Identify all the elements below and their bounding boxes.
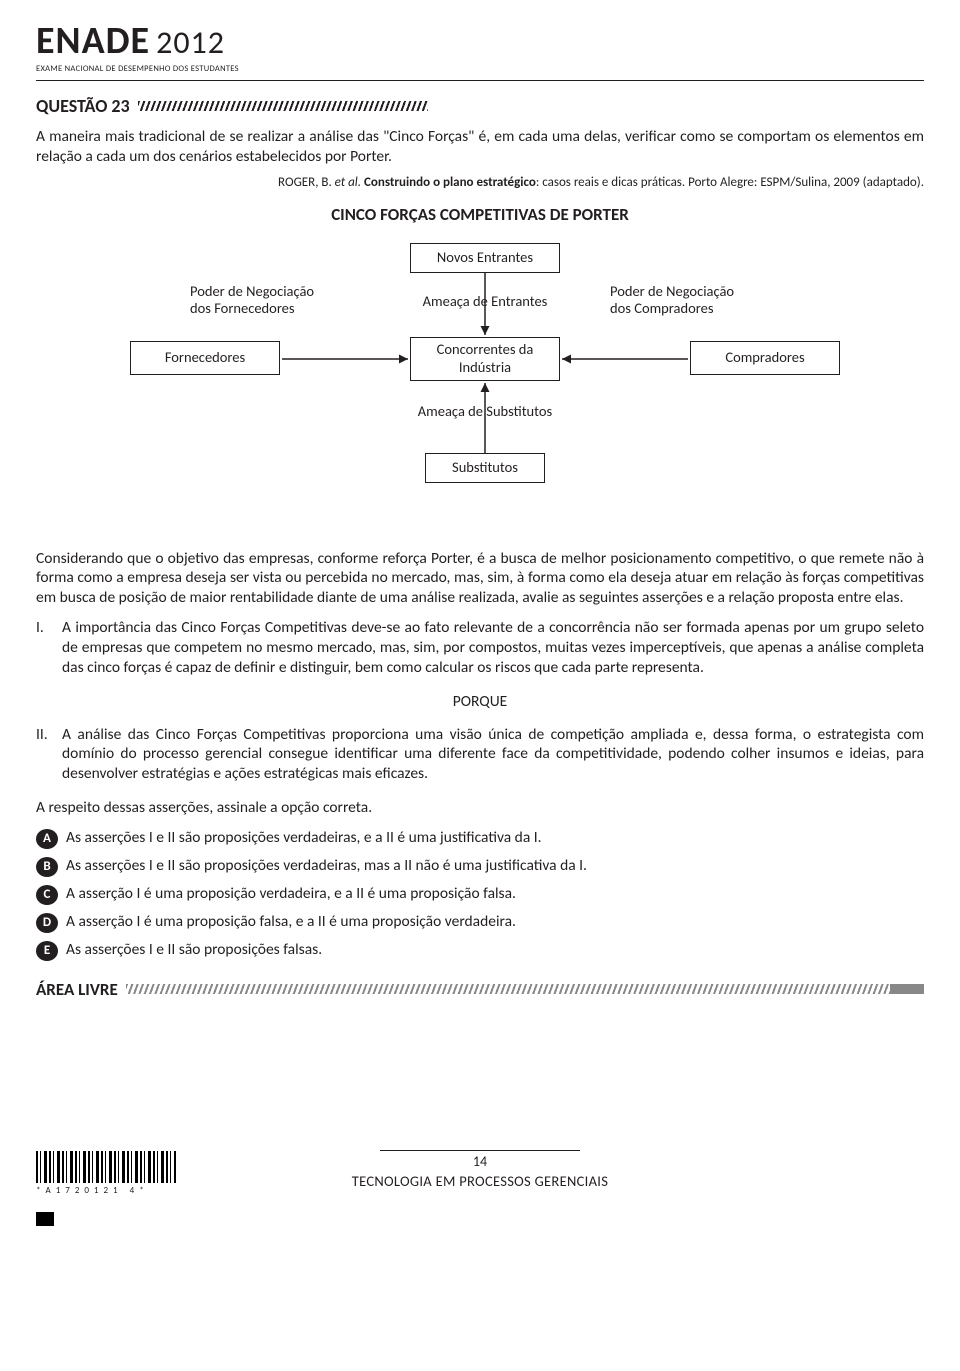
option-letter-B: B [36, 857, 58, 877]
option-A-text: As asserções I e II são proposições verd… [66, 828, 542, 847]
option-D[interactable]: D A asserção I é uma proposição falsa, e… [36, 912, 924, 933]
logo-year: 2012 [156, 23, 225, 62]
footer-divider [380, 1150, 580, 1151]
question-label: QUESTÃO 23 [36, 95, 130, 117]
box-substitutos: Substitutos [425, 453, 545, 483]
question-header: QUESTÃO 23 [36, 95, 924, 117]
label-ameaca-substitutos: Ameaça de Substitutos [400, 403, 570, 420]
barcode-block: *A1720121 4* [36, 1151, 176, 1196]
assertions-list: I. A importância das Cinco Forças Compet… [36, 618, 924, 677]
option-A[interactable]: A As asserções I e II são proposições ve… [36, 828, 924, 849]
poder-comp-l1: Poder de Negociação [610, 282, 734, 300]
assertion-II: II. A análise das Cinco Forças Competiti… [36, 725, 924, 784]
label-ameaca-entrantes: Ameaça de Entrantes [410, 293, 560, 310]
porter-diagram: Novos Entrantes Concorrentes da Indústri… [100, 243, 860, 523]
barcode-text: *A1720121 4* [36, 1185, 176, 1196]
assertion-I-text: A importância das Cinco Forças Competiti… [62, 618, 924, 677]
page-footer: 14 TECNOLOGIA EM PROCESSOS GERENCIAIS *A… [36, 1150, 924, 1190]
box-compradores: Compradores [690, 341, 840, 375]
black-square-icon [36, 1212, 54, 1226]
box-fornecedores: Fornecedores [130, 341, 280, 375]
assertion-I: I. A importância das Cinco Forças Compet… [36, 618, 924, 677]
assertion-II-text: A análise das Cinco Forças Competitivas … [62, 725, 924, 784]
options-list: A As asserções I e II são proposições ve… [36, 828, 924, 961]
box-conc-line2: Indústria [459, 359, 511, 376]
citation-rest: : casos reais e dicas práticas. Porto Al… [536, 175, 924, 190]
option-E-text: As asserções I e II são proposições fals… [66, 940, 322, 959]
barcode-icon [36, 1151, 176, 1183]
label-poder-fornecedores: Poder de Negociação dos Fornecedores [190, 283, 360, 318]
label-poder-compradores: Poder de Negociação dos Compradores [610, 283, 780, 318]
poder-forn-l1: Poder de Negociação [190, 282, 314, 300]
option-B[interactable]: B As asserções I e II são proposições ve… [36, 856, 924, 877]
porque: PORQUE [36, 692, 924, 711]
option-letter-E: E [36, 941, 58, 961]
hatch-area-livre [126, 984, 890, 994]
roman-II: II. [36, 725, 62, 784]
hatch-decoration [138, 101, 428, 111]
assertions-list-2: II. A análise das Cinco Forças Competiti… [36, 725, 924, 784]
gray-end-box [890, 984, 924, 994]
logo-name: ENADE [36, 22, 150, 60]
intro-paragraph: A maneira mais tradicional de se realiza… [36, 127, 924, 167]
citation-etal: et al. [335, 175, 364, 190]
option-letter-A: A [36, 829, 58, 849]
logo-subtitle: EXAME NACIONAL DE DESEMPENHO DOS ESTUDAN… [36, 64, 924, 81]
instruction: A respeito dessas asserções, assinale a … [36, 798, 924, 818]
poder-comp-l2: dos Compradores [610, 299, 714, 317]
option-B-text: As asserções I e II são proposições verd… [66, 856, 587, 875]
area-livre-label: ÁREA LIVRE [36, 979, 118, 1000]
citation-book: Construindo o plano estratégico [364, 175, 536, 190]
box-novos-entrantes: Novos Entrantes [410, 243, 560, 273]
poder-forn-l2: dos Fornecedores [190, 299, 295, 317]
diagram-title: CINCO FORÇAS COMPETITIVAS DE PORTER [36, 204, 924, 225]
area-livre-row: ÁREA LIVRE [36, 979, 924, 1000]
option-C-text: A asserção I é uma proposição verdadeira… [66, 884, 516, 903]
exam-logo: ENADE2012 EXAME NACIONAL DE DESEMPENHO D… [36, 22, 924, 81]
option-letter-D: D [36, 913, 58, 933]
option-C[interactable]: C A asserção I é uma proposição verdadei… [36, 884, 924, 905]
box-concorrentes: Concorrentes da Indústria [410, 337, 560, 381]
citation: ROGER, B. et al. Construindo o plano est… [36, 175, 924, 190]
box-conc-line1: Concorrentes da [437, 341, 534, 358]
option-letter-C: C [36, 885, 58, 905]
paragraph-2: Considerando que o objetivo das empresas… [36, 549, 924, 608]
option-E[interactable]: E As asserções I e II são proposições fa… [36, 940, 924, 961]
roman-I: I. [36, 618, 62, 677]
citation-author: ROGER, B. [278, 175, 335, 190]
option-D-text: A asserção I é uma proposição falsa, e a… [66, 912, 516, 931]
